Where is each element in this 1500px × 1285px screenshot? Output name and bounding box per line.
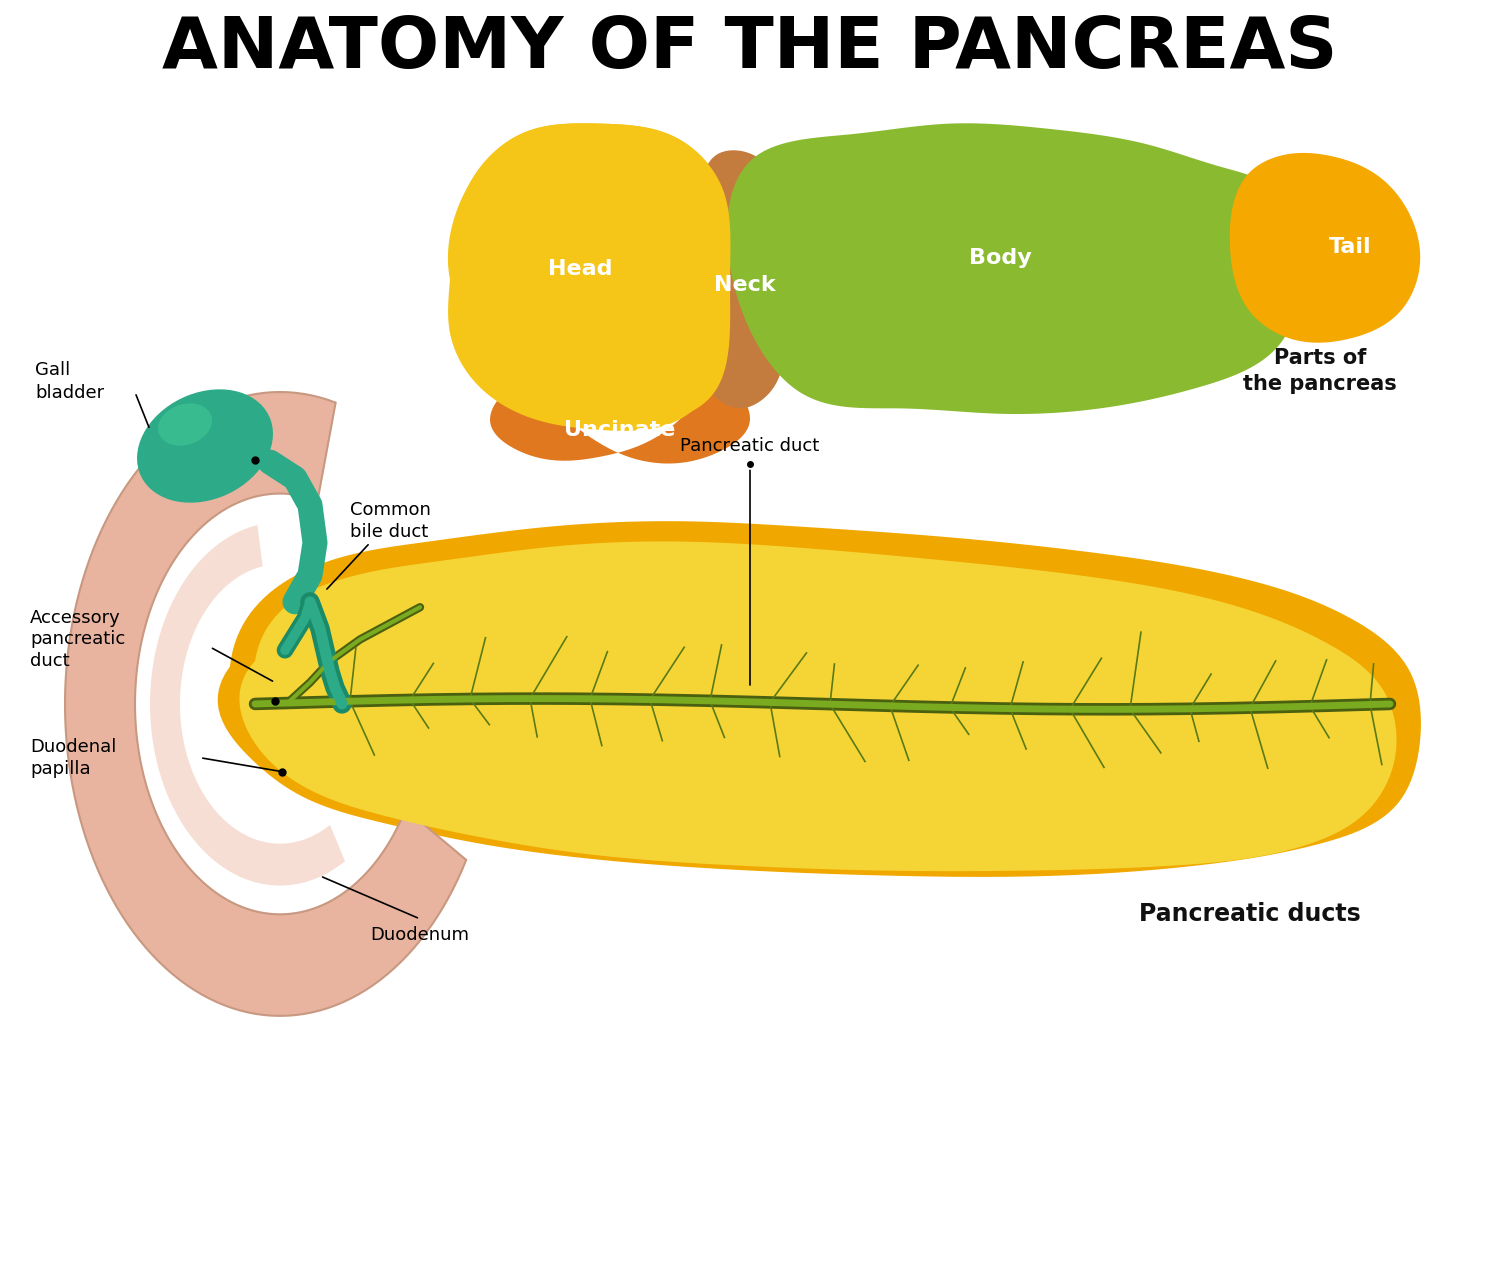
Text: Common
bile duct: Common bile duct — [350, 501, 430, 541]
Text: Gall
bladder: Gall bladder — [34, 361, 104, 402]
Polygon shape — [728, 123, 1302, 414]
Polygon shape — [490, 386, 750, 464]
Polygon shape — [150, 526, 345, 885]
Text: Head: Head — [548, 258, 612, 279]
Text: IMAGE ID: 271342673: IMAGE ID: 271342673 — [1305, 1212, 1456, 1225]
Ellipse shape — [136, 389, 273, 502]
Polygon shape — [448, 123, 730, 430]
Text: Uncinate: Uncinate — [564, 420, 675, 439]
Text: Duodenal
papilla: Duodenal papilla — [30, 738, 117, 777]
Text: shutterstock·: shutterstock· — [30, 1219, 260, 1248]
Text: Neck: Neck — [714, 275, 776, 294]
Text: Duodenum: Duodenum — [370, 926, 470, 944]
Text: Pancreatic ducts: Pancreatic ducts — [1138, 902, 1360, 925]
Ellipse shape — [158, 403, 212, 446]
Polygon shape — [448, 123, 730, 427]
Text: Parts of
the pancreas: Parts of the pancreas — [1244, 347, 1397, 394]
Text: Accessory
pancreatic
duct: Accessory pancreatic duct — [30, 609, 124, 669]
Text: Pancreatic duct: Pancreatic duct — [681, 437, 819, 455]
Polygon shape — [240, 541, 1396, 871]
Polygon shape — [64, 392, 466, 1016]
Text: ANATOMY OF THE PANCREAS: ANATOMY OF THE PANCREAS — [162, 14, 1338, 82]
Polygon shape — [1230, 153, 1420, 343]
Text: Body: Body — [969, 248, 1032, 269]
Text: www.shutterstock.com: www.shutterstock.com — [1305, 1243, 1462, 1255]
Text: Tail: Tail — [1329, 238, 1371, 257]
Polygon shape — [676, 150, 784, 409]
Polygon shape — [217, 522, 1420, 876]
